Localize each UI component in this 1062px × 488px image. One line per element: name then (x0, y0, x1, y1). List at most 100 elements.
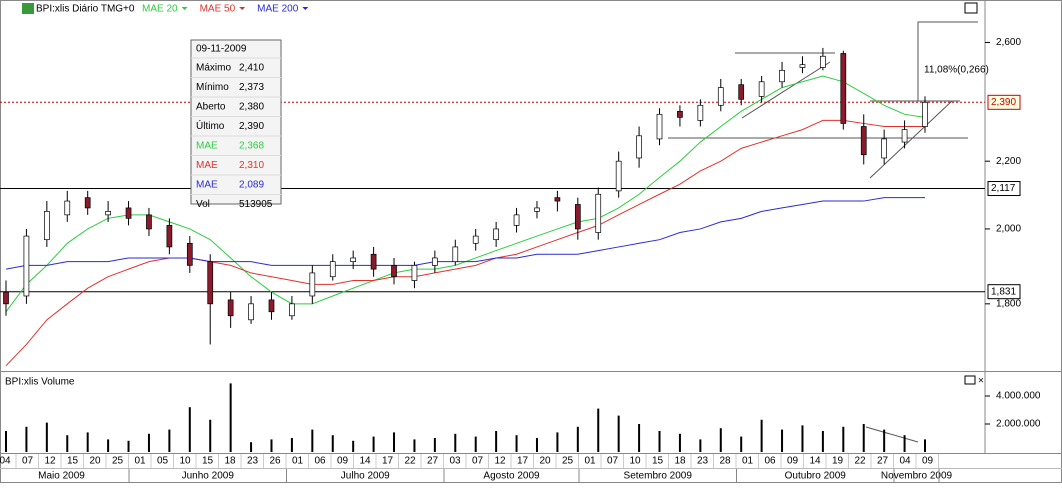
volume-bar (576, 426, 579, 452)
x-tick-label: 07 (22, 456, 34, 467)
volume-bar (883, 429, 886, 452)
info-value: 2,390 (239, 121, 264, 132)
candle-body (799, 64, 806, 68)
volume-bar (617, 415, 620, 452)
candle-body (493, 228, 499, 241)
x-tick-label: 28 (719, 456, 731, 467)
volume-bar (311, 429, 314, 452)
level-box (987, 284, 1021, 300)
info-label: Aberto (196, 102, 226, 113)
x-tick-label: 09 (787, 456, 799, 467)
x-tick-label: 14 (359, 456, 371, 467)
x-tick-label: 18 (674, 456, 686, 467)
annotation: 11,08%(0,266) (924, 65, 989, 76)
volume-bar (801, 425, 804, 452)
candle-body (329, 261, 336, 278)
candle-body (391, 265, 397, 278)
month-label: Maio 2009 (38, 471, 85, 482)
volume-bar (781, 429, 784, 452)
candle-body (452, 246, 459, 263)
x-tick-label: 12 (494, 456, 506, 467)
volume-bar (535, 437, 538, 452)
month-label: Setembro 2009 (624, 471, 693, 482)
ma-line (5, 197, 925, 270)
y-tick-label: 2,600 (996, 37, 1021, 48)
x-tick-label: 01 (292, 456, 304, 467)
x-tick-label: 27 (877, 456, 889, 467)
volume-bar (760, 419, 763, 452)
volume-bar (495, 430, 498, 452)
volume-bar (433, 437, 436, 452)
info-value: 2,310 (239, 160, 264, 171)
legend-label: MAE 200 (257, 4, 299, 15)
x-tick-label: 01 (742, 456, 754, 467)
x-tick-label: 27 (427, 456, 439, 467)
volume-bar (393, 432, 396, 452)
chart-title: BPI:xlis Diário TMG+0 (36, 4, 135, 15)
volume-bar (331, 435, 334, 452)
candle-body (717, 87, 724, 106)
candle-body (922, 101, 928, 127)
x-tick-label: 25 (562, 456, 574, 467)
x-tick-label: 20 (89, 456, 101, 467)
x-tick-label: 15 (202, 456, 214, 467)
y-tick-label: 2,200 (996, 156, 1021, 167)
volume-bar (515, 435, 518, 452)
legend-label: MAE 50 (200, 4, 236, 15)
candle-body (472, 235, 479, 244)
month-label: Julho 2009 (341, 471, 390, 482)
candle-body (84, 197, 91, 209)
candle-body (840, 53, 847, 124)
x-tick-label: 10 (179, 456, 191, 467)
volume-bar (413, 439, 416, 452)
x-tick-label: 17 (517, 456, 529, 467)
candle-body (309, 272, 316, 297)
candle-body (411, 265, 418, 281)
x-tick-label: 17 (382, 456, 394, 467)
volume-bar (924, 439, 926, 452)
volume-bar (209, 419, 212, 452)
x-tick-label: 04 (0, 456, 11, 467)
window-button[interactable] (964, 375, 976, 385)
legend-marker (181, 7, 188, 10)
volume-title: BPI:xlis Volume (5, 377, 75, 388)
volume-bar (352, 440, 355, 452)
x-tick-label: 19 (832, 456, 844, 467)
candle-body (513, 214, 520, 226)
volume-bar (188, 407, 191, 452)
candle-body (186, 242, 193, 266)
info-box (190, 39, 282, 205)
info-value: 2,368 (239, 141, 264, 152)
y-tick-label: 4.000.000 (996, 391, 1041, 402)
info-label: MAE (196, 180, 218, 191)
x-tick-label: 05 (157, 456, 169, 467)
close-button[interactable]: × (978, 376, 984, 387)
month-label: Novembro 2009 (881, 471, 953, 482)
info-value: 2,089 (239, 180, 264, 191)
candle-body (881, 138, 888, 159)
legend-label: MAE 20 (142, 4, 178, 15)
x-tick-label: 01 (584, 456, 596, 467)
volume-bar (821, 430, 824, 452)
x-tick-label: 14 (809, 456, 821, 467)
volume-bar (454, 433, 457, 452)
x-tick-label: 15 (652, 456, 664, 467)
info-value: 513905 (239, 199, 273, 210)
volume-bar (290, 437, 293, 452)
volume-bar (66, 435, 69, 452)
candle-body (105, 211, 111, 216)
candle-body (758, 81, 765, 97)
candle-body (636, 135, 642, 159)
candle-body (779, 69, 785, 83)
month-label: Junho 2009 (182, 471, 235, 482)
window-button[interactable] (964, 2, 978, 14)
info-value: 2,380 (239, 102, 264, 113)
volume-bar (678, 433, 681, 452)
candle-body (23, 235, 30, 297)
candle-body (370, 253, 377, 270)
x-tick-label: 01 (134, 456, 146, 467)
volume-bar (168, 429, 171, 452)
info-label: Mínimo (196, 82, 229, 93)
candle-body (289, 303, 295, 317)
